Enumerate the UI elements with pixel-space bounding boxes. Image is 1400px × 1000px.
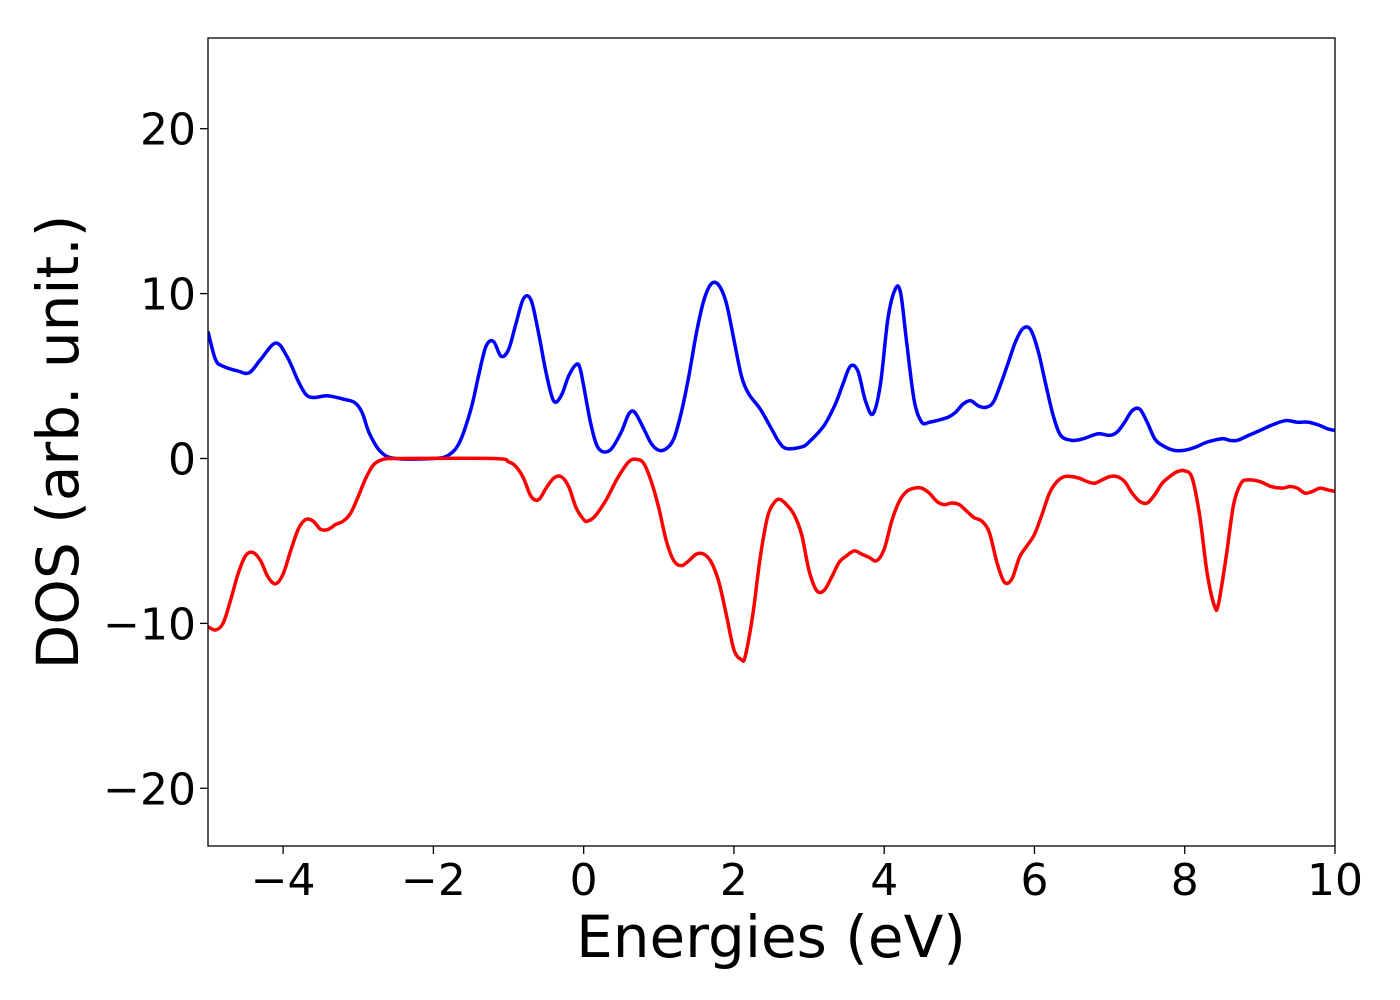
y-tick-label: −10	[103, 599, 196, 650]
x-tick-label: 4	[870, 855, 898, 906]
x-tick-label: 2	[720, 855, 748, 906]
x-tick-label: 8	[1171, 855, 1199, 906]
y-tick-label: −20	[103, 764, 196, 815]
series-line-1	[208, 280, 1335, 461]
series-layer	[208, 280, 1335, 663]
x-tick-label: 6	[1020, 855, 1048, 906]
plot-frame	[207, 37, 1336, 847]
x-axis-title: Energies (eV)	[576, 903, 966, 971]
x-tick-label: −2	[401, 855, 466, 906]
y-axis: −20 −10 0 10 20	[103, 105, 208, 815]
y-tick-label: 10	[140, 270, 196, 321]
x-tick-label: 0	[570, 855, 598, 906]
y-tick-label: 0	[168, 434, 196, 485]
x-axis: −4 −2 0 2 4 6 8 10	[251, 846, 1363, 906]
x-tick-label: 10	[1307, 855, 1363, 906]
y-tick-label: 20	[140, 105, 196, 156]
x-tick-label: −4	[251, 855, 316, 906]
series-line-2	[208, 456, 1335, 663]
y-axis-title: DOS (arb. unit.)	[24, 215, 92, 670]
